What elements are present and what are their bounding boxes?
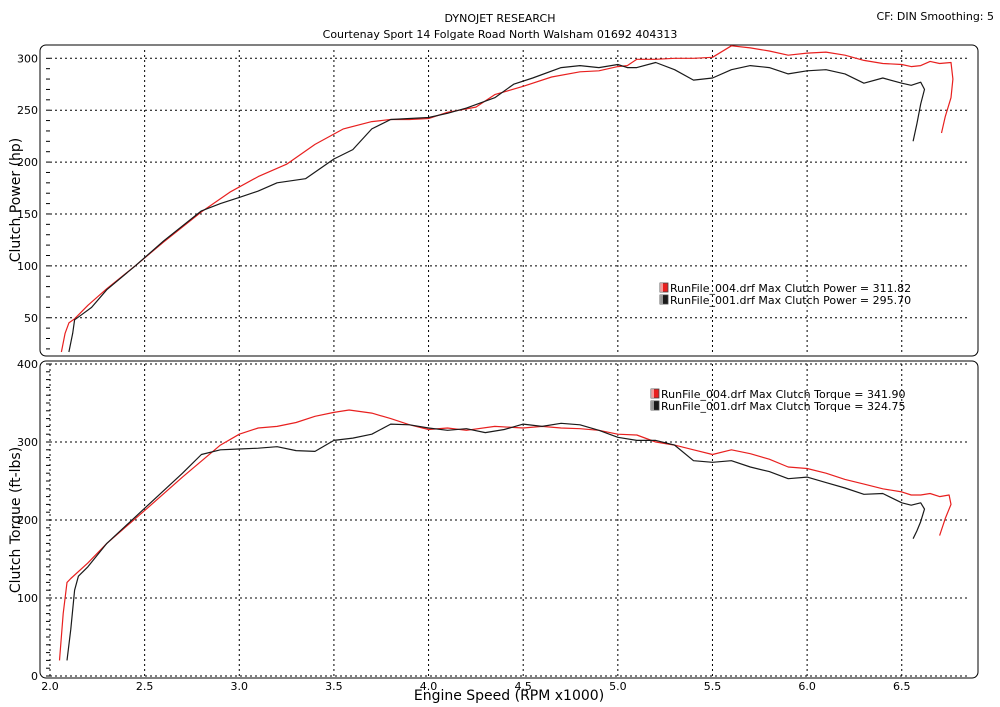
chart-subtitle: Courtenay Sport 14 Folgate Road North Wa…: [322, 28, 678, 41]
power-panel: 50 100 150 200 250 300 RunFile_004.drf Max Clu…: [17, 45, 968, 353]
torque-legend-entry: RunFile_001.drf Max Clutch Torque = 324.…: [661, 400, 905, 413]
torque-xtick-label: 6.5: [893, 680, 911, 693]
power-ytick-label: 100: [17, 260, 38, 273]
chart-title: DYNOJET RESEARCH: [444, 12, 556, 25]
torque-panel: 2.0 2.5 3.0 3.5 4.0 4.5 5.0 5.5 6.0 6.5 0 100 200 300…: [17, 358, 968, 693]
power-ytick-label: 250: [17, 104, 38, 117]
torque-legend-swatch-shine: [651, 401, 654, 410]
torque-ytick-label: 100: [17, 592, 38, 605]
torque-xtick-label: 3.0: [231, 680, 249, 693]
torque-xtick-label: 2.5: [136, 680, 154, 693]
torque-series-run001: [66, 422, 926, 661]
torque-xtick-label: 4.5: [514, 680, 532, 693]
torque-series-run004: [58, 409, 952, 661]
torque-ytick-label: 400: [17, 358, 38, 371]
power-legend-swatch-shine: [660, 295, 663, 304]
torque-ytick-label: 300: [17, 436, 38, 449]
power-legend-swatch-shine: [660, 283, 663, 292]
torque-xtick-label: 2.0: [41, 680, 59, 693]
settings-readout: CF: DIN Smoothing: 5: [876, 10, 994, 23]
torque-xtick-label: 5.0: [609, 680, 627, 693]
torque-xtick-label: 5.5: [704, 680, 722, 693]
power-ytick-label: 200: [17, 156, 38, 169]
torque-xtick-label: 3.5: [325, 680, 343, 693]
power-legend-entry: RunFile_004.drf Max Clutch Power = 311.8…: [670, 282, 911, 295]
xlabel: Engine Speed (RPM x1000): [414, 688, 604, 704]
power-ytick-label: 50: [24, 312, 38, 325]
torque-legend-swatch-shine: [651, 389, 654, 398]
power-panel-frame: [39, 44, 979, 357]
torque-legend-entry: RunFile_004.drf Max Clutch Torque = 341.…: [661, 388, 905, 401]
power-legend-entry: RunFile_001.drf Max Clutch Power = 295.7…: [670, 294, 911, 307]
power-ytick-label: 300: [17, 52, 38, 65]
torque-ytick-label: 0: [31, 670, 38, 683]
power-ylabel: Clutch Power (hp): [8, 138, 24, 263]
power-series-run001: [68, 61, 926, 353]
torque-xtick-label: 4.0: [420, 680, 438, 693]
torque-xtick-label: 6.0: [798, 680, 816, 693]
torque-ytick-label: 200: [17, 514, 38, 527]
power-series-run004: [60, 45, 954, 353]
torque-panel-frame: [39, 360, 979, 679]
torque-ylabel: Clutch Torque (ft-lbs): [8, 447, 24, 593]
power-ytick-label: 150: [17, 208, 38, 221]
